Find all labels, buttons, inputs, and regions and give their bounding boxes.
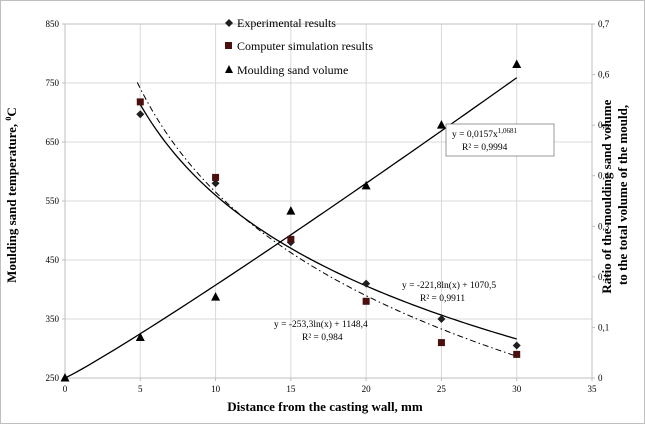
y-tick-label: 350	[46, 314, 60, 324]
legend-label-simulation: Computer simulation results	[237, 39, 373, 53]
volume-point	[512, 59, 522, 68]
y-axis-title-main: Moulding sand temperature,	[4, 121, 19, 283]
y2-tick-label: 0,2	[598, 272, 609, 282]
y-tick-label: 250	[46, 373, 60, 383]
y2-axis-title-line1: Ratio of the moulding sand volume	[599, 99, 614, 293]
x-tick-label: 30	[512, 384, 522, 394]
volume-point	[135, 332, 145, 342]
simulation-equation-r2: R² = 0,984	[302, 333, 343, 343]
x-tick-label: 15	[286, 384, 296, 394]
experimental-point	[211, 179, 220, 188]
power-equation: y = 0,0157x1,0681	[452, 127, 517, 140]
y-axis-ticks: 250 350 450 550 650 750 850	[46, 19, 65, 383]
y2-axis-title-line2: to the total volume of the mould,	[615, 105, 630, 285]
x-axis-title: Distance from the casting wall, mm	[227, 399, 423, 414]
experimental-equation-text: y = -221,8ln(x) + 1070,5	[402, 280, 496, 291]
volume-point	[436, 120, 446, 129]
legend-square-marker	[225, 42, 232, 49]
y2-tick-label: 0,7	[598, 19, 610, 29]
y2-tick-label: 0,4	[598, 171, 610, 181]
volume-point	[361, 180, 371, 190]
y-axis-title: Moulding sand temperature, 0C	[4, 107, 19, 283]
data-points	[60, 59, 522, 382]
experimental-equation-r2: R² = 0,9911	[420, 294, 465, 304]
legend-label-volume: Moulding sand volume	[237, 63, 348, 77]
x-tick-label: 25	[437, 384, 447, 394]
volume-point	[286, 206, 296, 215]
experimental-trend-line	[136, 98, 517, 340]
y2-axis-ticks: 0 0,1 0,2 0,3 0,4 0,5 0,6 0,7	[592, 19, 610, 383]
x-tick-label: 10	[211, 384, 221, 394]
x-tick-label: 5	[138, 384, 143, 394]
x-axis-ticks: 0 5 10 15 20 25 30 35	[63, 378, 597, 394]
simulation-point	[437, 339, 445, 347]
power-equation-r2: R² = 0,9994	[462, 143, 508, 153]
y2-tick-label: 0	[598, 373, 603, 383]
simulation-point	[212, 173, 220, 181]
power-equation-box: y = 0,0157x1,0681 R² = 0,9994	[445, 123, 555, 157]
simulation-point	[362, 297, 370, 305]
legend-diamond-marker	[225, 19, 233, 27]
y2-axis-title: Ratio of the moulding sand volume to the…	[599, 96, 630, 293]
y-tick-label: 750	[46, 78, 60, 88]
y-tick-label: 550	[46, 196, 60, 206]
y-tick-label: 650	[46, 137, 60, 147]
experimental-point	[437, 315, 446, 323]
legend-item-volume: Moulding sand volume	[225, 63, 348, 77]
y-axis-title-sup: 0	[4, 117, 13, 121]
x-tick-label: 0	[63, 384, 68, 394]
simulation-point	[513, 350, 521, 358]
power-equation-exponent: 1,0681	[498, 127, 518, 135]
y-axis-title-unit: C	[4, 107, 19, 116]
simulation-trend-line	[136, 82, 517, 357]
simulation-point	[136, 98, 144, 106]
power-equation-frame	[445, 123, 555, 157]
legend-label-experimental: Experimental results	[237, 16, 336, 30]
y2-tick-label: 0,3	[598, 221, 610, 231]
x-tick-label: 20	[362, 384, 372, 394]
y-tick-label: 850	[46, 19, 60, 29]
legend: Experimental results Computer simulation…	[225, 16, 373, 77]
experimental-point	[512, 341, 521, 350]
power-equation-text: y = 0,0157x	[452, 130, 498, 140]
legend-item-simulation: Computer simulation results	[225, 39, 373, 53]
experimental-point	[136, 110, 145, 119]
x-tick-label: 35	[588, 384, 598, 394]
y2-tick-label: 0,6	[598, 70, 610, 80]
y-tick-label: 450	[46, 255, 60, 265]
y2-tick-label: 0,5	[598, 120, 610, 130]
simulation-equation-text: y = -253,3ln(x) + 1148,4	[274, 319, 368, 330]
legend-triangle-marker	[225, 65, 233, 73]
experimental-equation: y = -221,8ln(x) + 1070,5 R² = 0,9911	[402, 280, 496, 304]
volume-point	[211, 292, 221, 301]
simulation-equation: y = -253,3ln(x) + 1148,4 R² = 0,984	[274, 319, 368, 343]
legend-item-experimental: Experimental results	[225, 16, 336, 30]
volume-point	[60, 373, 70, 382]
y2-tick-label: 0,1	[598, 322, 609, 332]
simulation-point	[287, 235, 295, 243]
experimental-point	[362, 279, 371, 288]
